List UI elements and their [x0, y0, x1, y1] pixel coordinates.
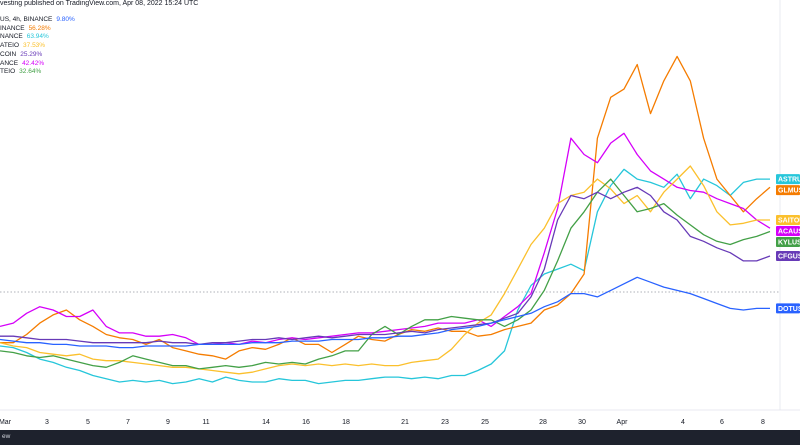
- legend-pct: 37.53%: [23, 42, 46, 50]
- legend-pct: 9.80%: [56, 16, 75, 23]
- x-tick-label: 14: [262, 419, 270, 426]
- x-tick-label: 5: [86, 419, 90, 426]
- footer-text: ew: [2, 433, 11, 440]
- legend-item[interactable]: COIN 25.29%: [0, 51, 75, 60]
- legend-item[interactable]: NANCE 63.94%: [0, 33, 75, 42]
- x-tick-label: 21: [401, 419, 409, 426]
- legend-label: ATEIO: [0, 42, 20, 50]
- x-tick-label: 11: [202, 419, 209, 426]
- price-tag-label: ASTRUSD: [778, 177, 800, 184]
- series-line-kylusd[interactable]: [0, 178, 771, 370]
- series-legend: US, 4h, BINANCE 9.80% INANCE 56.28% NANCE 6…: [0, 16, 75, 77]
- price-tag-saitousd: SAITOUSD: [776, 215, 800, 225]
- price-tag-bg: [776, 185, 800, 196]
- x-tick-label: 6: [720, 419, 724, 426]
- x-tick-label: 25: [481, 419, 489, 426]
- legend-item[interactable]: INANCE 56.28%: [0, 25, 75, 34]
- price-tag-bg: [776, 226, 800, 236]
- chart-header: vesting published on TradingView.com, Ap…: [0, 0, 199, 7]
- price-tag-kylusd: KYLUSD: [776, 237, 800, 247]
- x-tick-label: 28: [539, 419, 547, 426]
- x-tick-label: 7: [126, 419, 130, 426]
- legend-item[interactable]: ATEIO 37.53%: [0, 42, 75, 51]
- price-tag-label: GLMUSD: [778, 188, 800, 195]
- x-tick-label: 3: [45, 419, 49, 426]
- x-tick-label: 23: [441, 419, 449, 426]
- legend-pct: 56.28%: [28, 24, 51, 32]
- x-tick-label: 30: [578, 419, 586, 426]
- price-tag-astrusd: ASTRUSD: [776, 174, 800, 185]
- price-tag-dotusd: DOTUSD: [776, 303, 800, 314]
- price-tag-cfgusd: CFGUSD: [776, 251, 800, 261]
- legend-item[interactable]: ANCE 42.42%: [0, 60, 75, 69]
- price-tag-label: DOTUSD: [778, 306, 800, 313]
- series-line-cfgusd[interactable]: [0, 186, 771, 346]
- legend-pct: 63.94%: [26, 33, 49, 41]
- price-tag-acausd: ACAUSD: [776, 226, 800, 236]
- price-tag-label: SAITOUSD: [778, 218, 800, 225]
- x-tick-label: 18: [342, 419, 350, 426]
- legend-label: ANCE: [0, 59, 19, 67]
- x-tick-label: Mar: [0, 419, 12, 426]
- legend-item[interactable]: TEIO 32.64%: [0, 68, 75, 77]
- price-tag-label: KYLUSD: [778, 240, 800, 247]
- legend-pct: 25.29%: [20, 50, 43, 58]
- legend-label: INANCE: [0, 24, 25, 32]
- series-line-dotusd[interactable]: [0, 276, 770, 349]
- legend-label: COIN: [0, 50, 17, 58]
- x-tick-label: Apr: [617, 419, 629, 426]
- price-tag-bg: [776, 174, 800, 185]
- price-tag-bg: [776, 215, 800, 225]
- legend-label: TEIO: [0, 68, 16, 76]
- price-tag-bg: [776, 251, 800, 261]
- x-tick-label: 8: [761, 419, 765, 426]
- legend-item[interactable]: US, 4h, BINANCE 9.80%: [0, 16, 75, 25]
- legend-pct: 32.64%: [19, 68, 42, 76]
- legend-label: NANCE: [0, 33, 23, 41]
- price-tag-bg: [776, 237, 800, 247]
- x-tick-label: 16: [302, 419, 310, 426]
- series-line-astrusd[interactable]: [0, 168, 770, 385]
- footer-bar: ew: [0, 430, 800, 445]
- price-tag-label: CFGUSD: [778, 254, 800, 261]
- series-line-glmusd[interactable]: [0, 55, 771, 360]
- x-tick-label: 9: [166, 419, 170, 426]
- price-tag-bg: [776, 303, 800, 314]
- price-tag-label: ACAUSD: [778, 229, 800, 236]
- series-line-saitousd[interactable]: [0, 165, 770, 375]
- x-tick-label: 4: [681, 419, 685, 426]
- series-line-acausd[interactable]: [0, 132, 771, 346]
- legend-label: US, 4h, BINANCE: [0, 16, 53, 23]
- price-tag-glmusd: GLMUSD: [776, 185, 800, 196]
- legend-pct: 42.42%: [22, 59, 45, 67]
